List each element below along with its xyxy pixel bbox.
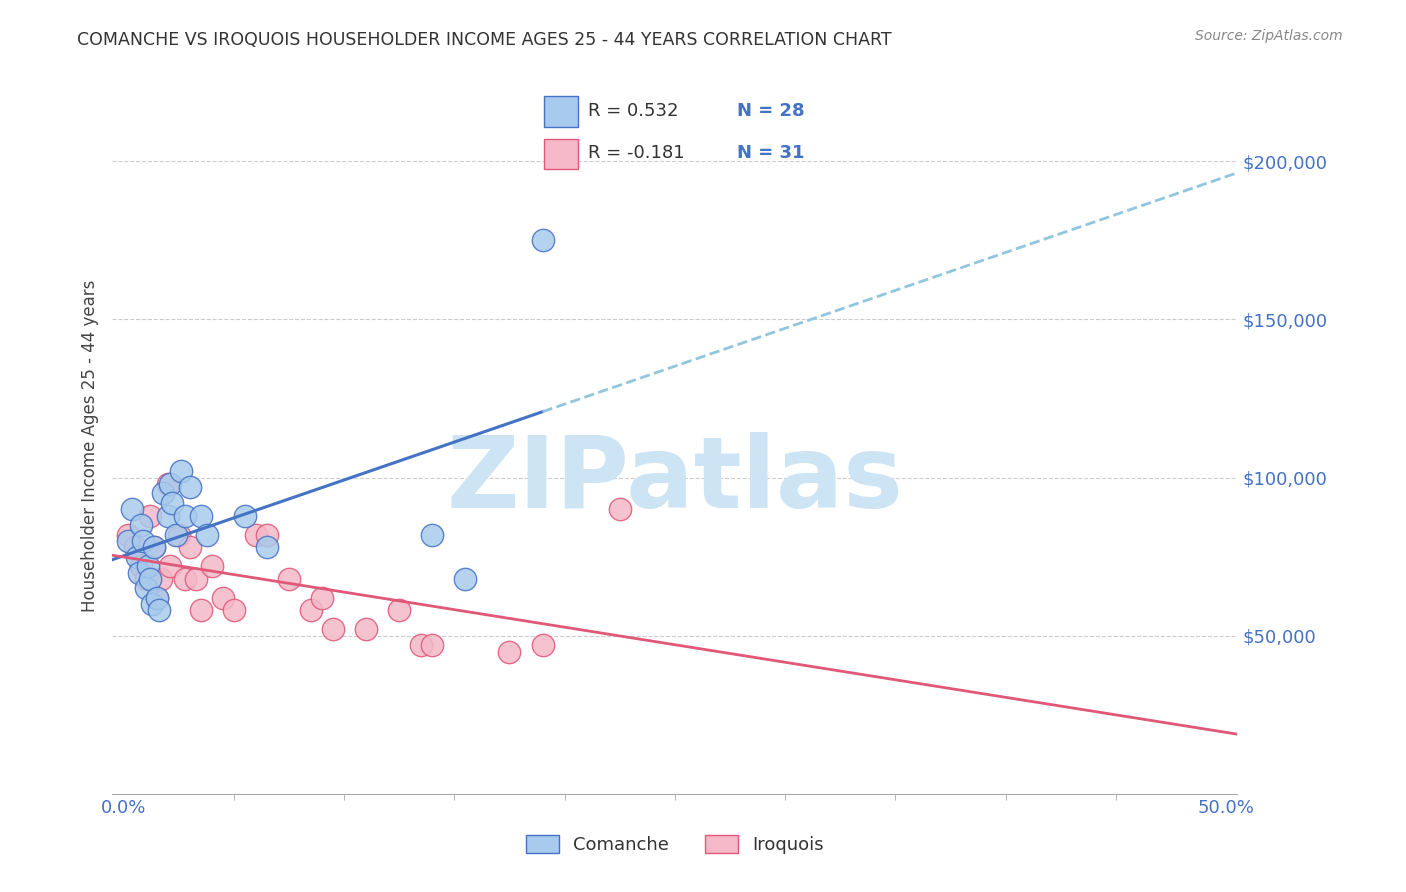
Point [256, 527, 278, 541]
Text: R = -0.181: R = -0.181 [588, 145, 685, 162]
Point [186, 572, 208, 586]
Point [159, 559, 181, 574]
Y-axis label: Householder Income Ages 25 - 44 years: Householder Income Ages 25 - 44 years [80, 280, 98, 612]
Point [156, 477, 179, 491]
Text: R = 0.532: R = 0.532 [588, 103, 679, 120]
Point [195, 527, 218, 541]
Point [420, 638, 443, 652]
Point [159, 477, 181, 491]
Point [145, 591, 167, 605]
Point [411, 638, 433, 652]
Point [388, 603, 411, 617]
Point [136, 559, 159, 574]
Point [125, 549, 148, 564]
Point [135, 582, 157, 596]
Point [179, 480, 201, 494]
Point [150, 572, 173, 586]
Point [167, 527, 190, 541]
Point [139, 572, 162, 586]
Point [139, 508, 162, 523]
Point [129, 559, 152, 574]
Text: N = 31: N = 31 [737, 145, 804, 162]
Point [277, 572, 299, 586]
Point [245, 527, 267, 541]
Point [531, 638, 554, 652]
Bar [544, 96, 578, 127]
Text: N = 28: N = 28 [737, 103, 804, 120]
Point [211, 591, 233, 605]
Point [299, 603, 322, 617]
Point [117, 533, 139, 548]
Point [170, 464, 193, 478]
Point [609, 502, 631, 516]
Point [233, 508, 256, 523]
Point [498, 644, 520, 658]
Point [165, 527, 187, 541]
Point [256, 540, 278, 554]
Point [145, 591, 167, 605]
Point [148, 603, 170, 617]
Point [354, 623, 377, 637]
Point [222, 603, 245, 617]
Point [201, 559, 224, 574]
Point [160, 496, 183, 510]
Point [124, 540, 146, 554]
Point [156, 508, 179, 523]
Point [128, 566, 150, 580]
Text: COMANCHE VS IROQUOIS HOUSEHOLDER INCOME AGES 25 - 44 YEARS CORRELATION CHART: COMANCHE VS IROQUOIS HOUSEHOLDER INCOME … [77, 31, 891, 49]
Point [174, 572, 197, 586]
Point [152, 486, 174, 500]
Legend: Comanche, Iroquois: Comanche, Iroquois [519, 828, 831, 862]
Point [135, 572, 157, 586]
Point [179, 540, 201, 554]
Bar [544, 139, 578, 169]
Point [129, 518, 152, 533]
Point [420, 527, 443, 541]
Point [117, 527, 139, 541]
Point [190, 603, 212, 617]
Point [143, 540, 166, 554]
Point [322, 623, 344, 637]
Point [121, 502, 143, 516]
Point [190, 508, 212, 523]
Point [454, 572, 477, 586]
Point [141, 597, 163, 611]
Point [143, 540, 166, 554]
Point [174, 508, 197, 523]
Point [531, 234, 554, 248]
Point [132, 533, 155, 548]
Text: Source: ZipAtlas.com: Source: ZipAtlas.com [1195, 29, 1343, 43]
Text: ZIPatlas: ZIPatlas [447, 433, 903, 529]
Point [311, 591, 333, 605]
